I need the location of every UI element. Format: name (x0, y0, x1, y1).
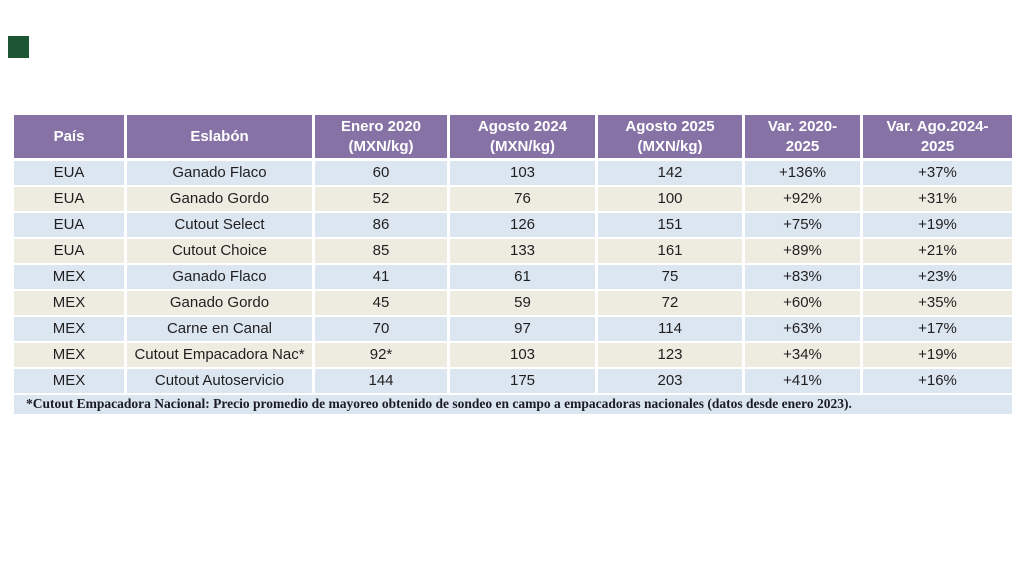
table-cell: MEX (14, 317, 124, 341)
table-cell: Cutout Choice (127, 239, 312, 263)
table-cell: 92* (315, 343, 447, 367)
footnote-text: *Cutout Empacadora Nacional: Precio prom… (26, 395, 852, 411)
table-cell: Ganado Gordo (127, 291, 312, 315)
footnote-bar: *Cutout Empacadora Nacional: Precio prom… (14, 395, 1012, 414)
table-cell: +16% (863, 369, 1012, 393)
table-body: EUA Ganado Flaco 60 103 142 +136% +37% EUA Ganad… (14, 161, 1012, 393)
table-cell: EUA (14, 161, 124, 185)
table-cell: Ganado Flaco (127, 161, 312, 185)
table-header-row: País Eslabón Enero 2020 (MXN/kg) Agosto 202… (14, 115, 1012, 158)
table-cell: 86 (315, 213, 447, 237)
table-cell: EUA (14, 187, 124, 211)
table-cell: 142 (598, 161, 742, 185)
table-cell: +92% (745, 187, 860, 211)
table-cell: Cutout Autoservicio (127, 369, 312, 393)
table-cell: 103 (450, 161, 595, 185)
table-cell: +21% (863, 239, 1012, 263)
table-cell: +35% (863, 291, 1012, 315)
table-cell: +89% (745, 239, 860, 263)
table-cell: 151 (598, 213, 742, 237)
table-cell: +136% (745, 161, 860, 185)
table-cell: +60% (745, 291, 860, 315)
table-cell: 85 (315, 239, 447, 263)
table-cell: +19% (863, 343, 1012, 367)
table-cell: 100 (598, 187, 742, 211)
header-cell-5: Var. 2020- 2025 (745, 115, 860, 158)
decoration-square (8, 36, 29, 58)
table-cell: 41 (315, 265, 447, 289)
table-cell: 144 (315, 369, 447, 393)
header-cell-1: Eslabón (127, 115, 312, 158)
table-cell: 52 (315, 187, 447, 211)
table-cell: Carne en Canal (127, 317, 312, 341)
table-cell: 70 (315, 317, 447, 341)
table-cell: EUA (14, 239, 124, 263)
table-cell: 126 (450, 213, 595, 237)
table-cell: +83% (745, 265, 860, 289)
table-cell: 133 (450, 239, 595, 263)
table-cell: Ganado Gordo (127, 187, 312, 211)
table-row: MEX Cutout Empacadora Nac* 92* 103 123 +34% +1… (14, 343, 1012, 367)
table-cell: +23% (863, 265, 1012, 289)
table-cell: +19% (863, 213, 1012, 237)
table-cell: +31% (863, 187, 1012, 211)
table-cell: +75% (745, 213, 860, 237)
table-cell: MEX (14, 343, 124, 367)
price-table: País Eslabón Enero 2020 (MXN/kg) Agosto 202… (14, 115, 1012, 414)
table-cell: +17% (863, 317, 1012, 341)
table-row: MEX Carne en Canal 70 97 114 +63% +17% (14, 317, 1012, 341)
table-cell: MEX (14, 265, 124, 289)
table-cell: 61 (450, 265, 595, 289)
table-cell: MEX (14, 369, 124, 393)
table-cell: +34% (745, 343, 860, 367)
table-cell: 76 (450, 187, 595, 211)
header-cell-6: Var. Ago.2024- 2025 (863, 115, 1012, 158)
table-row: EUA Cutout Choice 85 133 161 +89% +21% (14, 239, 1012, 263)
table-cell: EUA (14, 213, 124, 237)
table-cell: Cutout Empacadora Nac* (127, 343, 312, 367)
table-cell: +41% (745, 369, 860, 393)
table-cell: +37% (863, 161, 1012, 185)
table-cell: 75 (598, 265, 742, 289)
table-row: MEX Cutout Autoservicio 144 175 203 +41% +16% (14, 369, 1012, 393)
table-row: EUA Cutout Select 86 126 151 +75% +19% (14, 213, 1012, 237)
table-cell: 97 (450, 317, 595, 341)
table-cell: Ganado Flaco (127, 265, 312, 289)
table-row: MEX Ganado Flaco 41 61 75 +83% +23% (14, 265, 1012, 289)
table-cell: 114 (598, 317, 742, 341)
table-cell: 103 (450, 343, 595, 367)
table-cell: 123 (598, 343, 742, 367)
table-cell: 45 (315, 291, 447, 315)
table-cell: 60 (315, 161, 447, 185)
header-cell-4: Agosto 2025 (MXN/kg) (598, 115, 742, 158)
table-cell: Cutout Select (127, 213, 312, 237)
table-row: EUA Ganado Gordo 52 76 100 +92% +31% (14, 187, 1012, 211)
table-row: MEX Ganado Gordo 45 59 72 +60% +35% (14, 291, 1012, 315)
header-cell-2: Enero 2020 (MXN/kg) (315, 115, 447, 158)
table-cell: 203 (598, 369, 742, 393)
table-cell: 175 (450, 369, 595, 393)
table-row: EUA Ganado Flaco 60 103 142 +136% +37% (14, 161, 1012, 185)
table-cell: +63% (745, 317, 860, 341)
table-cell: 59 (450, 291, 595, 315)
table-cell: 72 (598, 291, 742, 315)
table-cell: MEX (14, 291, 124, 315)
table-cell: 161 (598, 239, 742, 263)
header-cell-0: País (14, 115, 124, 158)
header-cell-3: Agosto 2024 (MXN/kg) (450, 115, 595, 158)
